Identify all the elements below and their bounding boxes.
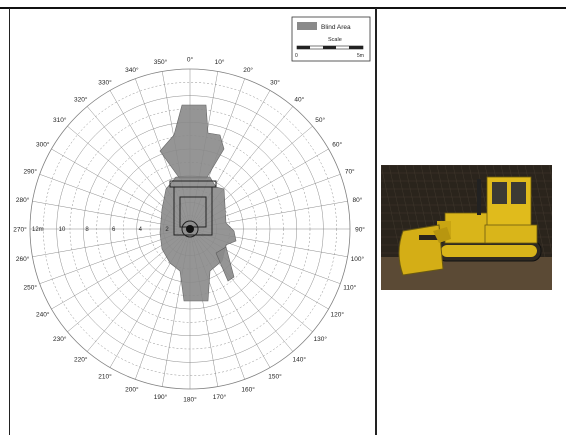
angle-label: 350°	[154, 58, 168, 66]
angle-label: 330°	[98, 78, 112, 86]
angle-label: 220°	[74, 356, 88, 364]
legend-box: Blind Area Scale 0 5m	[291, 16, 371, 62]
bulldozer-photo	[381, 165, 552, 290]
angle-label: 40°	[294, 95, 304, 103]
angle-label: 190°	[154, 393, 168, 401]
angle-label: 70°	[345, 167, 355, 175]
angle-label: 280°	[16, 196, 30, 204]
angle-label: 50°	[315, 116, 325, 124]
operator-position	[186, 225, 194, 233]
angle-label: 130°	[314, 335, 328, 343]
legend-blind-area-label: Blind Area	[321, 24, 351, 31]
angle-label: 230°	[53, 335, 67, 343]
angle-label: 260°	[16, 255, 30, 263]
angle-label: 30°	[270, 78, 280, 86]
blind-area-front-lobe	[159, 104, 225, 180]
angle-label: 0°	[187, 56, 194, 64]
angle-label: 90°	[355, 226, 365, 234]
angle-label: 270°	[13, 226, 27, 234]
radial-distance-label: 12m	[32, 227, 44, 233]
diagram-panel	[9, 8, 377, 435]
angle-label: 300°	[36, 141, 50, 149]
angle-label: 100°	[351, 255, 365, 263]
radial-distance-label: 10	[59, 227, 66, 233]
machine-blade	[169, 180, 217, 188]
angle-label: 180°	[183, 396, 197, 404]
radial-distance-label: 8	[85, 227, 89, 233]
angle-label: 200°	[125, 385, 139, 393]
angle-label: 80°	[352, 196, 362, 204]
blind-area-body	[159, 176, 237, 302]
scale-bar	[296, 45, 364, 50]
angle-label: 290°	[24, 167, 38, 175]
operator-ring	[181, 220, 199, 238]
scale-start-label: 0	[295, 53, 298, 59]
angle-label: 150°	[268, 373, 282, 381]
angle-label: 320°	[74, 95, 88, 103]
radial-distance-label: 2	[165, 227, 169, 233]
scale-end-label: 5m	[357, 53, 364, 59]
angle-label: 140°	[293, 356, 307, 364]
radial-distance-label: 4	[139, 227, 143, 233]
angle-label: 160°	[241, 385, 255, 393]
bulldozer-illustration	[398, 176, 542, 276]
angle-label: 210°	[98, 373, 112, 381]
radial-distance-label: 6	[112, 227, 116, 233]
blind-area-side-spur	[215, 246, 235, 282]
legend-scale-label: Scale	[328, 37, 342, 43]
angle-label: 250°	[24, 284, 38, 292]
angle-label: 20°	[243, 66, 253, 74]
angle-label: 310°	[53, 116, 67, 124]
angle-label: 120°	[330, 311, 344, 319]
angle-label: 110°	[343, 284, 356, 292]
blind-area-swatch	[297, 22, 317, 30]
blind-area-shape	[159, 104, 237, 302]
angle-label: 170°	[213, 393, 227, 401]
angle-labels: 0° 10° 20° 30° 40° 50° 60° 70° 80° 90° 100° 110° 120…	[13, 56, 365, 404]
angle-label: 340°	[125, 66, 139, 74]
blind-area-diagram: 0° 10° 20° 30° 40° 50° 60° 70° 80° 90° 100° 110° 120…	[13, 16, 371, 404]
top-rule	[0, 7, 566, 9]
angle-label: 240°	[36, 311, 50, 319]
angle-label: 10°	[215, 58, 225, 66]
angle-label: 60°	[332, 141, 342, 149]
radial-distance-labels: 12m 10 8 6 4 2	[32, 227, 169, 233]
